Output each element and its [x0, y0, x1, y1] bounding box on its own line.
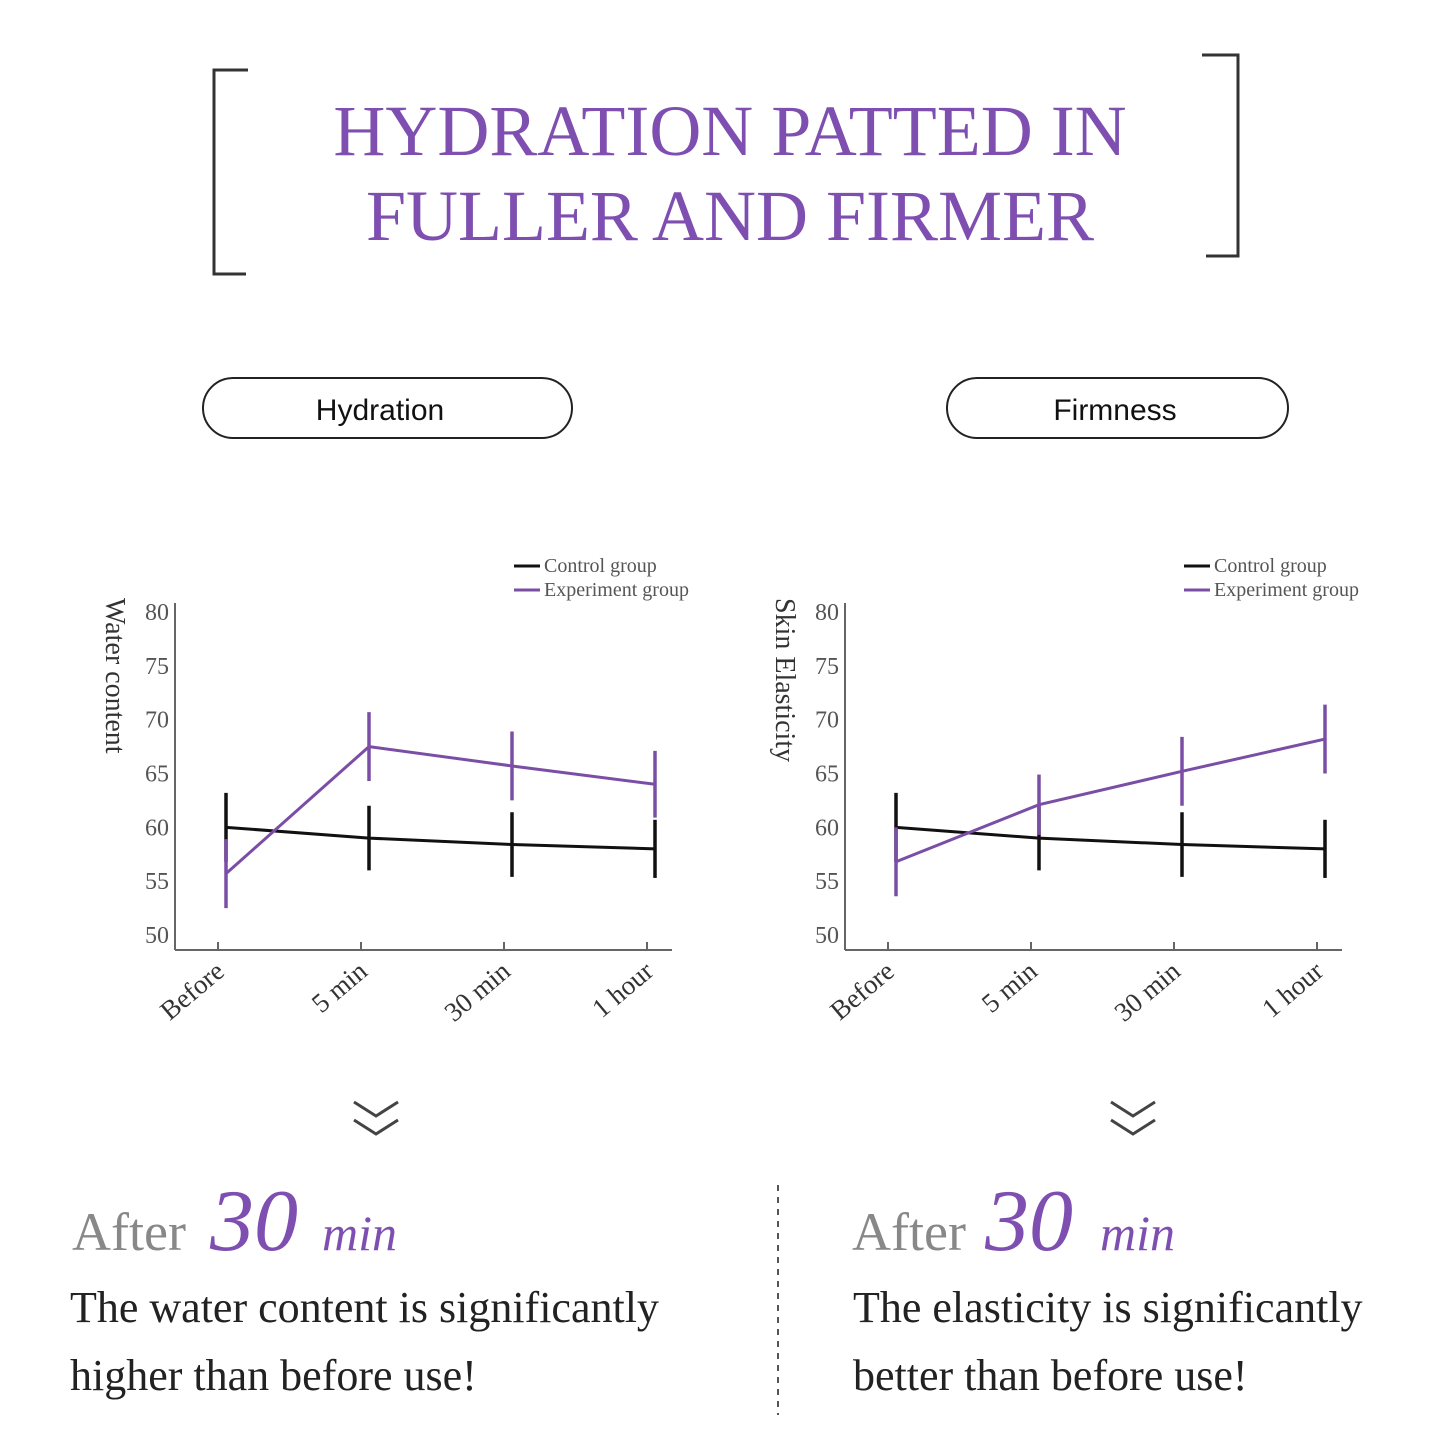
series-line	[895, 825, 1326, 851]
pill	[946, 377, 1289, 439]
y-tick-label: 60	[145, 815, 169, 841]
y-tick-label: 70	[815, 708, 839, 734]
caption-text: better than before use!	[853, 1351, 1248, 1400]
charts: 50 55 60 65 70 75 80 Water content Before 5 min 30…	[99, 555, 1359, 1027]
chevron	[1110, 1100, 1156, 1136]
caption-text: The water content is significantly	[70, 1283, 659, 1332]
legend-label: Experiment group	[1214, 579, 1359, 601]
y-axis-label: Skin Elasticity	[769, 598, 800, 762]
caption-unit: min	[1100, 1205, 1175, 1261]
x-tick-label: 5 min	[976, 955, 1043, 1018]
chart-title: Firmness	[1053, 394, 1176, 427]
legend-label: Experiment group	[544, 579, 689, 601]
y-tick-label: 60	[815, 815, 839, 841]
series-line	[225, 825, 656, 851]
y-tick-label: 50	[815, 923, 839, 949]
x-tick-label: 30 min	[1109, 955, 1187, 1027]
caption-after: After	[72, 1202, 186, 1262]
y-tick-label: 65	[145, 762, 169, 788]
caption-after: After	[852, 1202, 966, 1262]
caption-number: 30	[209, 1173, 298, 1270]
series-line	[225, 745, 656, 875]
pill	[202, 377, 573, 439]
y-tick-label: 80	[815, 600, 839, 626]
x-tick-label: 1 hour	[1256, 956, 1329, 1024]
title-line: FULLER AND FIRMER	[366, 176, 1094, 256]
y-tick-label: 50	[145, 923, 169, 949]
chevron	[353, 1100, 399, 1136]
x-tick-label: 30 min	[439, 955, 517, 1027]
y-tick-label: 80	[145, 600, 169, 626]
legend-label: Control group	[544, 555, 657, 577]
y-axis-label: Water content	[99, 598, 130, 754]
caption-text: The elasticity is significantly	[853, 1283, 1363, 1332]
x-tick-label: 5 min	[306, 955, 373, 1018]
caption-unit: min	[322, 1205, 397, 1261]
x-tick-label: 1 hour	[586, 956, 659, 1024]
legend-label: Control group	[1214, 555, 1327, 577]
chart-title: Hydration	[316, 394, 444, 427]
right-bracket	[1202, 53, 1240, 258]
x-tick-label: Before	[824, 956, 900, 1026]
x-tick-label: Before	[154, 956, 230, 1026]
y-tick-label: 75	[815, 654, 839, 680]
series-line	[895, 737, 1326, 864]
caption-text: higher than before use!	[70, 1351, 477, 1400]
title-line: HYDRATION PATTED IN	[333, 91, 1126, 171]
left-bracket	[212, 68, 248, 276]
y-tick-label: 55	[815, 869, 839, 895]
caption-number: 30	[984, 1173, 1073, 1270]
y-tick-label: 70	[145, 708, 169, 734]
y-tick-label: 75	[145, 654, 169, 680]
y-tick-label: 55	[145, 869, 169, 895]
y-tick-label: 65	[815, 762, 839, 788]
